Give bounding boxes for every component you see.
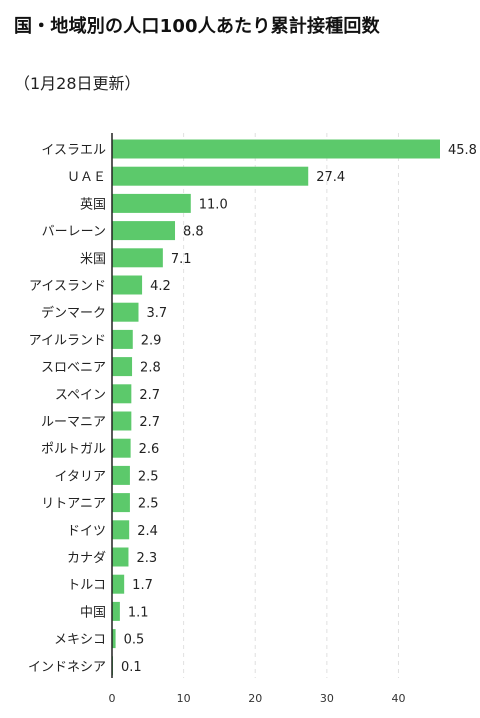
bar-2 bbox=[112, 166, 309, 186]
value-label-8: 2.9 bbox=[141, 333, 162, 348]
bar-4 bbox=[112, 221, 176, 241]
category-label-14: リトアニア bbox=[41, 497, 106, 512]
category-label-18: 中国 bbox=[80, 605, 106, 620]
bar-19 bbox=[112, 629, 116, 649]
category-label-19: メキシコ bbox=[54, 633, 106, 648]
category-label-3: 英国 bbox=[80, 197, 106, 212]
bar-5 bbox=[112, 248, 163, 268]
value-label-6: 4.2 bbox=[150, 279, 171, 294]
x-tick-label-0: 0 bbox=[109, 692, 116, 705]
bar-9 bbox=[112, 357, 133, 377]
x-tick-label-10: 10 bbox=[177, 692, 191, 705]
value-labels: 45.8 27.4 11.0 8.8 7.14.2 3.7 2.9 2.8 2.7 2.7 2.6 2… bbox=[121, 143, 477, 675]
x-tick-label-40: 40 bbox=[391, 692, 405, 705]
category-label-16: カナダ bbox=[67, 551, 106, 566]
bar-18 bbox=[112, 601, 120, 621]
x-tick-labels: 0 10 20 30 40 bbox=[109, 692, 406, 705]
bar-11 bbox=[112, 411, 132, 431]
category-label-8: アイルランド bbox=[29, 333, 106, 348]
bar-10 bbox=[112, 384, 132, 404]
chart-subtitle: （1月28日更新） bbox=[14, 74, 141, 93]
value-label-10: 2.7 bbox=[139, 388, 160, 403]
category-label-17: トルコ bbox=[67, 578, 106, 593]
value-label-14: 2.5 bbox=[138, 497, 159, 512]
bars bbox=[112, 139, 440, 676]
bar-14 bbox=[112, 493, 130, 513]
grid-lines bbox=[183, 133, 399, 678]
category-label-4: バーレーン bbox=[42, 225, 106, 240]
value-label-19: 0.5 bbox=[124, 633, 145, 648]
bar-1 bbox=[112, 139, 440, 159]
bar-12 bbox=[112, 438, 131, 458]
value-label-17: 1.7 bbox=[132, 578, 153, 593]
value-label-20: 0.1 bbox=[121, 660, 142, 675]
value-label-3: 11.0 bbox=[199, 197, 228, 212]
category-label-11: ルーマニア bbox=[41, 415, 106, 430]
bar-3 bbox=[112, 193, 191, 213]
value-label-18: 1.1 bbox=[128, 605, 149, 620]
category-label-5: 米国 bbox=[80, 252, 106, 267]
x-tick-label-30: 30 bbox=[320, 692, 334, 705]
category-label-1: イスラエル bbox=[41, 143, 106, 158]
bar-6 bbox=[112, 275, 143, 295]
category-label-20: インドネシア bbox=[28, 660, 106, 675]
chart-title: 国・地域別の人口100人あたり累計接種回数 bbox=[14, 16, 380, 37]
category-label-15: ドイツ bbox=[67, 524, 106, 539]
value-label-1: 45.8 bbox=[448, 143, 477, 158]
value-label-11: 2.7 bbox=[139, 415, 160, 430]
category-labels: イスラエル ＵＡＥ 英国バーレーン米国アイスランドデンマークアイルランドスロベニアス… bbox=[28, 143, 106, 675]
value-label-2: 27.4 bbox=[316, 170, 345, 185]
value-label-5: 7.1 bbox=[171, 252, 192, 267]
x-tick-label-20: 20 bbox=[248, 692, 262, 705]
category-label-2: ＵＡＥ bbox=[67, 170, 106, 185]
category-label-12: ポルトガル bbox=[41, 442, 106, 457]
category-label-7: デンマーク bbox=[41, 305, 106, 321]
value-label-16: 2.3 bbox=[136, 551, 157, 566]
value-label-7: 3.7 bbox=[146, 306, 167, 321]
category-label-6: アイスランド bbox=[29, 279, 106, 294]
category-label-13: イタリア bbox=[55, 469, 106, 484]
bar-8 bbox=[112, 329, 133, 349]
category-label-9: スロベニア bbox=[41, 361, 106, 376]
bar-13 bbox=[112, 465, 130, 485]
value-label-15: 2.4 bbox=[137, 524, 158, 539]
value-label-12: 2.6 bbox=[139, 442, 160, 457]
value-label-4: 8.8 bbox=[183, 225, 204, 240]
value-label-9: 2.8 bbox=[140, 361, 161, 376]
category-label-10: スペイン bbox=[55, 388, 106, 403]
bar-16 bbox=[112, 547, 129, 567]
bar-15 bbox=[112, 520, 130, 540]
bar-7 bbox=[112, 302, 139, 322]
value-label-13: 2.5 bbox=[138, 469, 159, 484]
bar-17 bbox=[112, 574, 125, 594]
